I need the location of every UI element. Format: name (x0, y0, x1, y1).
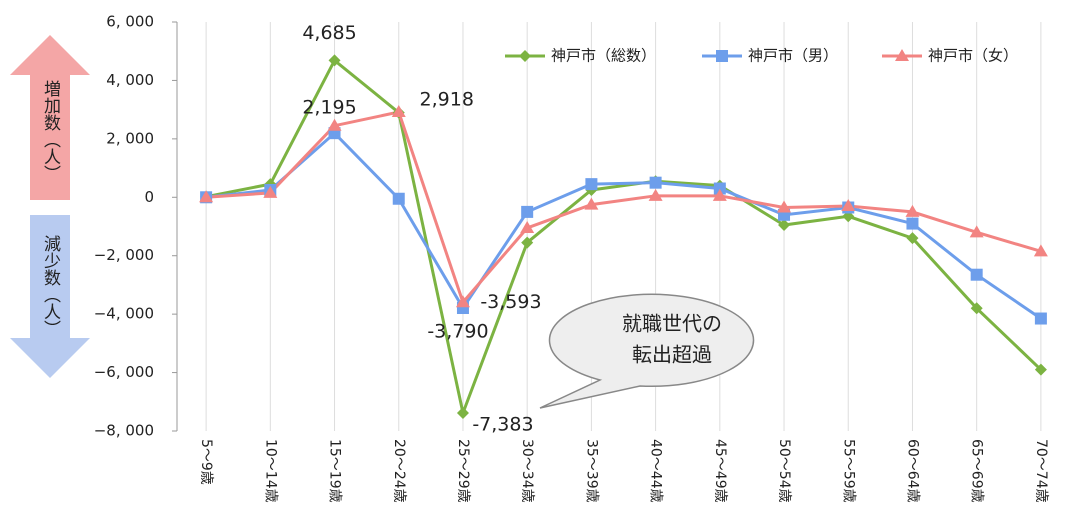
marker (969, 225, 984, 238)
legend-label: 神戸市（総数） (551, 47, 656, 65)
marker (970, 302, 983, 315)
value-label: -7,383 (472, 413, 533, 435)
marker (391, 105, 406, 118)
marker (456, 406, 469, 419)
value-label: -3,790 (427, 321, 488, 343)
marker (716, 50, 728, 62)
marker (905, 204, 920, 217)
marker (1034, 312, 1047, 325)
y-tick-label: 0 (144, 188, 154, 206)
marker (521, 205, 534, 218)
y-tick-label: 2, 000 (106, 129, 154, 147)
legend-label: 神戸市（男） (748, 47, 838, 65)
marker (1034, 363, 1047, 376)
marker (712, 188, 727, 201)
y-tick-label: 4, 000 (106, 71, 154, 89)
series-line (205, 58, 1042, 419)
value-label: -3,593 (480, 291, 541, 313)
marker (519, 50, 531, 62)
y-tick-label: −6, 000 (94, 363, 154, 381)
marker (841, 199, 856, 212)
series-line (205, 131, 1042, 320)
series-line (206, 110, 1042, 306)
marker (649, 176, 662, 189)
marker (895, 49, 909, 61)
callout-bubble (539, 293, 755, 409)
marker (970, 268, 983, 281)
legend-label: 神戸市（女） (928, 47, 1018, 65)
marker (520, 220, 535, 233)
marker (199, 190, 214, 203)
marker (648, 188, 663, 201)
marker (328, 54, 341, 67)
marker (777, 200, 792, 213)
x-tick-label: 30～34歳 (519, 439, 535, 503)
increase-arrow (10, 35, 90, 200)
x-tick-label: 60～64歳 (904, 439, 920, 503)
x-tick-label: 50～54歳 (776, 439, 792, 503)
marker (778, 219, 791, 232)
y-tick-label: 6, 000 (106, 13, 154, 31)
x-tick-label: 65～69歳 (969, 439, 985, 503)
marker (713, 182, 726, 195)
y-tick-label: −4, 000 (94, 305, 154, 323)
callout-text: 就職世代の (622, 312, 722, 336)
x-tick-label: 70～74歳 (1033, 439, 1049, 503)
marker (455, 295, 470, 308)
marker (906, 217, 919, 230)
marker (906, 232, 919, 245)
x-tick-label: 40～44歳 (648, 439, 664, 503)
x-tick-label: 20～24歳 (391, 439, 407, 503)
value-label: 2,918 (420, 89, 474, 111)
marker (263, 185, 278, 198)
decrease-arrow (10, 215, 90, 378)
x-tick-label: 15～19歳 (327, 439, 343, 503)
increase-label: 増加数（人） (40, 80, 61, 182)
value-label: 2,195 (302, 97, 356, 119)
y-tick-label: −8, 000 (94, 422, 154, 440)
marker (585, 178, 598, 191)
x-tick-label: 10～14歳 (262, 439, 278, 503)
x-tick-label: 5～9歳 (198, 439, 214, 485)
x-tick-label: 55～59歳 (840, 439, 856, 503)
marker (392, 192, 405, 205)
x-tick-label: 45～49歳 (712, 439, 728, 503)
x-tick-label: 25～29歳 (455, 439, 471, 503)
marker (584, 197, 599, 210)
callout-text: 転出超過 (632, 343, 712, 367)
marker (521, 236, 534, 249)
x-tick-label: 35～39歳 (583, 439, 599, 503)
y-tick-label: −2, 000 (94, 246, 154, 264)
value-label: 4,685 (302, 22, 356, 44)
marker (327, 118, 342, 131)
decrease-label: 減少数（人） (40, 235, 61, 337)
marker (1033, 244, 1048, 257)
